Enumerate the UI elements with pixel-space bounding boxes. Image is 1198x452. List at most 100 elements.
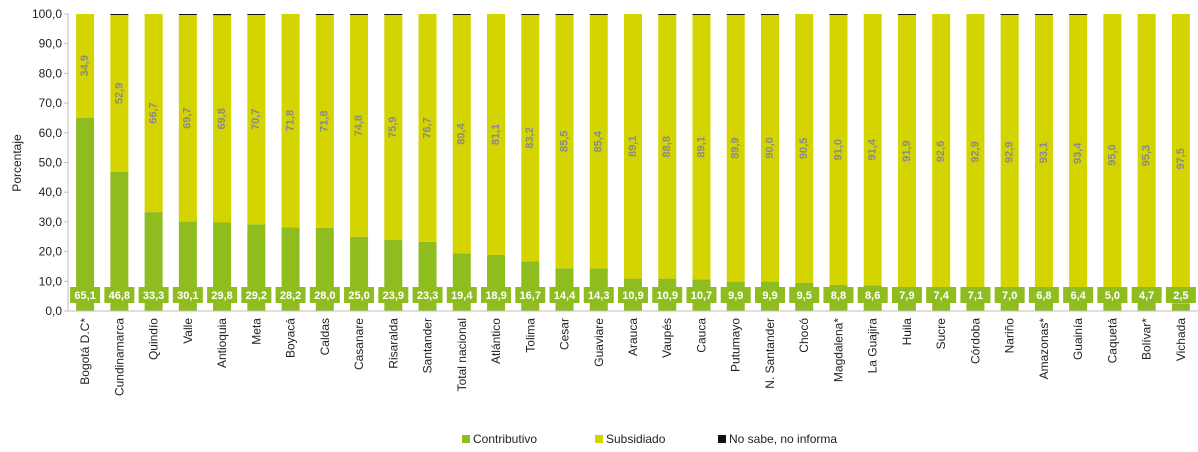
data-label-contributivo: 23,3 bbox=[417, 290, 438, 302]
data-label-subsidiado: 90,5 bbox=[798, 138, 810, 159]
x-tick-label-antioquia: Antioquia bbox=[215, 318, 229, 368]
data-label-contributivo: 10,7 bbox=[691, 290, 712, 302]
data-label-subsidiado: 52,9 bbox=[113, 83, 125, 104]
bar-group-bogota-d-c: 34,9 65,1 bbox=[70, 14, 101, 311]
data-label-box-contributivo bbox=[686, 287, 717, 303]
bar-group-cauca: 89,1 10,7 bbox=[686, 14, 717, 311]
bar-no-sabe bbox=[692, 14, 711, 15]
y-tick-label: 70,0 bbox=[39, 96, 63, 110]
bar-subsidiado bbox=[589, 14, 608, 269]
data-label-contributivo: 6,4 bbox=[1071, 290, 1087, 302]
bar-subsidiado bbox=[76, 14, 95, 118]
data-label-subsidiado: 93,1 bbox=[1038, 142, 1050, 163]
data-label-box-contributivo bbox=[857, 287, 888, 303]
data-label-box-contributivo bbox=[652, 287, 683, 303]
y-axis: 0,0 10,0 20,0 30,0 40,0 50,0 60,0 70,0 80,0 90,0 1… bbox=[32, 7, 69, 318]
data-label-subsidiado: 92,6 bbox=[935, 141, 947, 162]
data-label-contributivo: 14,4 bbox=[554, 290, 576, 302]
bar-contributivo bbox=[110, 172, 129, 311]
data-label-contributivo: 9,5 bbox=[797, 290, 812, 302]
data-label-contributivo: 8,8 bbox=[831, 290, 846, 302]
data-label-contributivo: 16,7 bbox=[520, 290, 541, 302]
data-label-box-contributivo bbox=[275, 287, 306, 303]
x-tick-label-cesar: Cesar bbox=[558, 318, 572, 350]
bar-group-quindio: 66,7 33,3 bbox=[138, 14, 169, 311]
bar-contributivo bbox=[76, 117, 95, 311]
bar-no-sabe bbox=[829, 14, 848, 15]
bar-no-sabe bbox=[589, 14, 608, 15]
bar-no-sabe bbox=[350, 14, 369, 15]
x-tick-label-magdalena: Magdalena* bbox=[831, 318, 845, 382]
x-tick-label-putumayo: Putumayo bbox=[729, 318, 743, 372]
bar-group-n-santander: 90,0 9,9 bbox=[754, 14, 785, 311]
x-tick-label-choco: Chocó bbox=[797, 318, 811, 353]
x-tick-label-guainia: Guainía bbox=[1071, 318, 1085, 360]
data-label-box-contributivo bbox=[481, 287, 512, 303]
legend-item-subsidiado: Subsidiado bbox=[595, 432, 666, 446]
x-tick-label-narino: Nariño bbox=[1003, 318, 1017, 354]
bar-group-guainia: 93,4 6,4 bbox=[1063, 14, 1094, 311]
legend-label: Contributivo bbox=[473, 432, 537, 446]
bar-group-casanare: 74,8 25,0 bbox=[344, 14, 375, 311]
bar-subsidiado bbox=[692, 14, 711, 280]
x-tick-label-risaralda: Risaralda bbox=[386, 318, 400, 369]
data-label-contributivo: 10,9 bbox=[622, 290, 643, 302]
bar-group-magdalena: 91,0 8,8 bbox=[823, 14, 854, 311]
x-tick-label-n-santander: N. Santander bbox=[763, 318, 777, 389]
data-label-contributivo: 23,9 bbox=[383, 290, 404, 302]
data-label-subsidiado: 89,9 bbox=[730, 137, 742, 158]
legend-swatch bbox=[462, 435, 470, 443]
bar-subsidiado bbox=[487, 14, 506, 255]
data-label-box-contributivo bbox=[960, 287, 991, 303]
data-label-box-contributivo bbox=[309, 287, 340, 303]
bar-subsidiado bbox=[932, 14, 951, 290]
data-label-box-contributivo bbox=[172, 287, 203, 303]
data-label-contributivo: 28,2 bbox=[280, 290, 301, 302]
bar-subsidiado bbox=[760, 14, 779, 282]
data-label-subsidiado: 91,0 bbox=[832, 139, 844, 160]
bar-subsidiado bbox=[384, 14, 403, 241]
data-label-contributivo: 10,9 bbox=[657, 290, 678, 302]
bar-subsidiado bbox=[1171, 14, 1190, 304]
x-tick-label-cauca: Cauca bbox=[694, 318, 708, 353]
x-tick-label-meta: Meta bbox=[249, 318, 263, 345]
bar-no-sabe bbox=[1000, 14, 1019, 15]
data-label-box-contributivo bbox=[720, 287, 751, 303]
x-tick-label-bolivar: Bolívar* bbox=[1140, 318, 1154, 360]
y-tick-label: 100,0 bbox=[32, 7, 62, 21]
bar-subsidiado bbox=[350, 14, 369, 237]
x-tick-label-santander: Santander bbox=[421, 318, 435, 373]
bar-no-sabe bbox=[384, 14, 403, 15]
y-tick-label: 90,0 bbox=[39, 37, 63, 51]
y-tick-label: 40,0 bbox=[39, 185, 63, 199]
x-tick-label-la-guajira: La Guajira bbox=[866, 318, 880, 374]
bar-subsidiado bbox=[110, 14, 129, 173]
bar-no-sabe bbox=[247, 14, 266, 15]
bar-group-cesar: 85,5 14,4 bbox=[549, 14, 580, 311]
bar-subsidiado bbox=[624, 14, 642, 279]
bar-group-caqueta: 95,0 5,0 bbox=[1097, 14, 1128, 311]
bar-no-sabe bbox=[1069, 14, 1088, 15]
bar-subsidiado bbox=[418, 14, 437, 242]
data-label-box-contributivo bbox=[1097, 287, 1128, 303]
bar-subsidiado bbox=[966, 14, 985, 290]
data-label-contributivo: 9,9 bbox=[728, 290, 743, 302]
bar-group-choco: 90,5 9,5 bbox=[789, 14, 820, 311]
bar-subsidiado bbox=[144, 14, 163, 213]
x-tick-label-arauca: Arauca bbox=[626, 318, 640, 356]
legend-label: No sabe, no informa bbox=[729, 432, 837, 446]
data-label-box-contributivo bbox=[549, 287, 580, 303]
x-tick-label-caqueta: Caquetá bbox=[1105, 318, 1119, 364]
bar-group-bolivar: 95,3 4,7 bbox=[1131, 14, 1162, 311]
bar-group-cundinamarca: 52,9 46,8 bbox=[104, 14, 135, 311]
x-tick-label-vaupes: Vaupés bbox=[660, 318, 674, 358]
bar-subsidiado bbox=[658, 14, 677, 279]
data-label-contributivo: 6,8 bbox=[1036, 290, 1051, 302]
data-label-subsidiado: 71,8 bbox=[319, 111, 331, 132]
y-tick-label: 20,0 bbox=[39, 245, 63, 259]
bar-group-santander: 76,7 23,3 bbox=[412, 14, 443, 311]
bar-group-atlantico: 81,1 18,9 bbox=[481, 14, 512, 311]
bar-group-caldas: 71,8 28,0 bbox=[309, 14, 340, 311]
bar-no-sabe bbox=[726, 14, 745, 15]
